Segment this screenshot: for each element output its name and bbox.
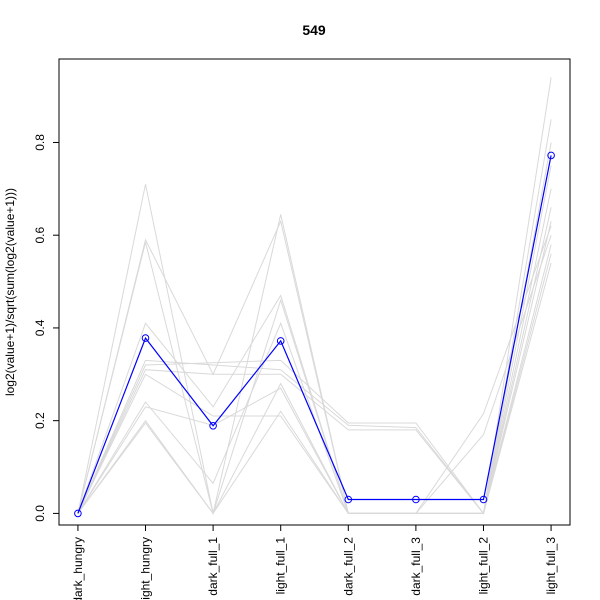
x-tick-label: light_hungry	[139, 537, 153, 600]
y-tick-label: 0.2	[33, 412, 47, 429]
highlight-point	[412, 495, 420, 504]
highlight-point	[209, 422, 217, 430]
x-tick-label: light_full_2	[476, 537, 490, 595]
background-series-line	[77, 207, 552, 515]
y-tick-label: 0.8	[33, 134, 47, 151]
background-series-line	[77, 119, 552, 514]
background-series-line	[77, 253, 552, 515]
x-tick-label: dark_full_2	[341, 537, 355, 596]
y-axis-label: log2(value+1)/sqrt(sum(log2(value+1)))	[3, 188, 17, 396]
y-tick-label: 0.4	[33, 319, 47, 336]
y-tick-label: 0.6	[33, 227, 47, 244]
chart-title: 549	[302, 22, 326, 38]
highlight-series-line	[77, 155, 552, 514]
x-tick-label: dark_hungry	[71, 537, 85, 600]
y-axis: 0.0 0.2 0.4 0.6 0.8	[33, 134, 59, 522]
highlight-point	[479, 495, 488, 504]
highlight-point	[547, 151, 555, 160]
background-series-line	[77, 225, 552, 514]
x-tick-label: dark_full_3	[409, 537, 423, 596]
highlight-series-group	[74, 151, 555, 518]
plot-frame	[58, 58, 571, 526]
x-tick-label: dark_full_1	[206, 537, 220, 596]
highlight-point	[276, 337, 285, 345]
background-series-line	[77, 188, 552, 515]
x-tick-label: light_full_3	[544, 537, 558, 595]
highlight-point	[74, 509, 82, 518]
x-tick-label: light_full_1	[274, 537, 288, 595]
y-tick-label: 0.0	[33, 505, 47, 522]
background-series-line	[77, 262, 552, 515]
x-axis: dark_hungry light_hungry dark_full_1 light_…	[71, 525, 558, 600]
background-series-line	[77, 235, 552, 514]
highlight-point	[141, 334, 150, 342]
background-series-line	[77, 244, 552, 514]
highlight-point	[344, 495, 353, 504]
background-series-group	[77, 77, 552, 516]
